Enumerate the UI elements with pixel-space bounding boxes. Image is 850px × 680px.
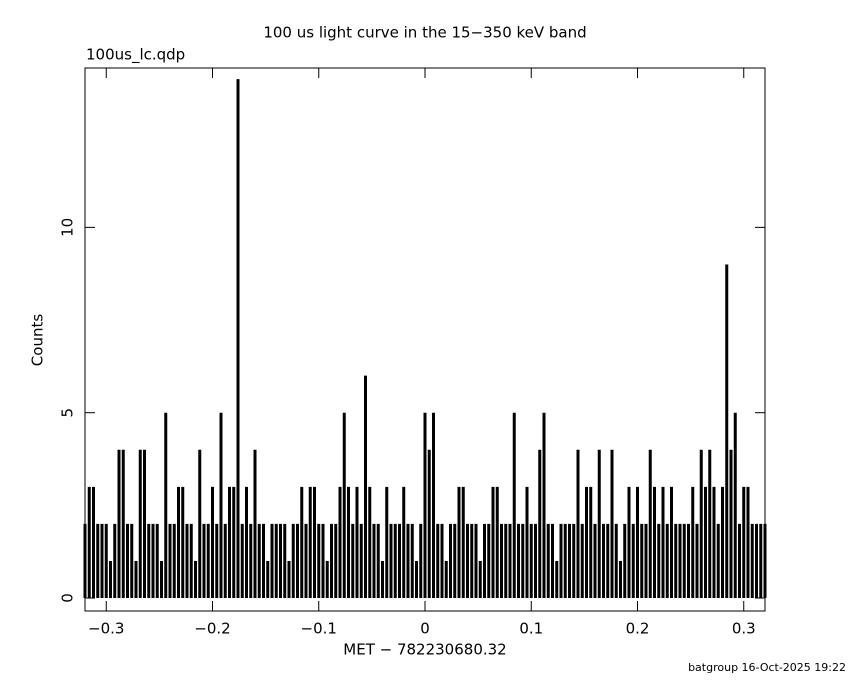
y-tick-label: 5 (59, 408, 77, 418)
y-tick-label: 0 (59, 593, 77, 603)
chart-subtitle: 100us_lc.qdp (86, 46, 185, 65)
x-tick-label: 0.3 (732, 620, 756, 638)
x-axis-label: MET − 782230680.32 (343, 641, 506, 659)
x-tick-label: 0 (420, 620, 430, 638)
x-tick-label: −0.3 (88, 620, 124, 638)
x-tick-label: 0.1 (519, 620, 543, 638)
y-axis-label: Counts (29, 314, 47, 367)
x-tick-label: −0.1 (301, 620, 337, 638)
chart-title: 100 us light curve in the 15−350 keV ban… (263, 24, 586, 42)
x-tick-label: −0.2 (194, 620, 230, 638)
footer: batgroup 16-Oct-2025 19:22 (688, 661, 846, 674)
y-tick-label: 10 (59, 218, 77, 237)
x-tick-label: 0.2 (626, 620, 650, 638)
